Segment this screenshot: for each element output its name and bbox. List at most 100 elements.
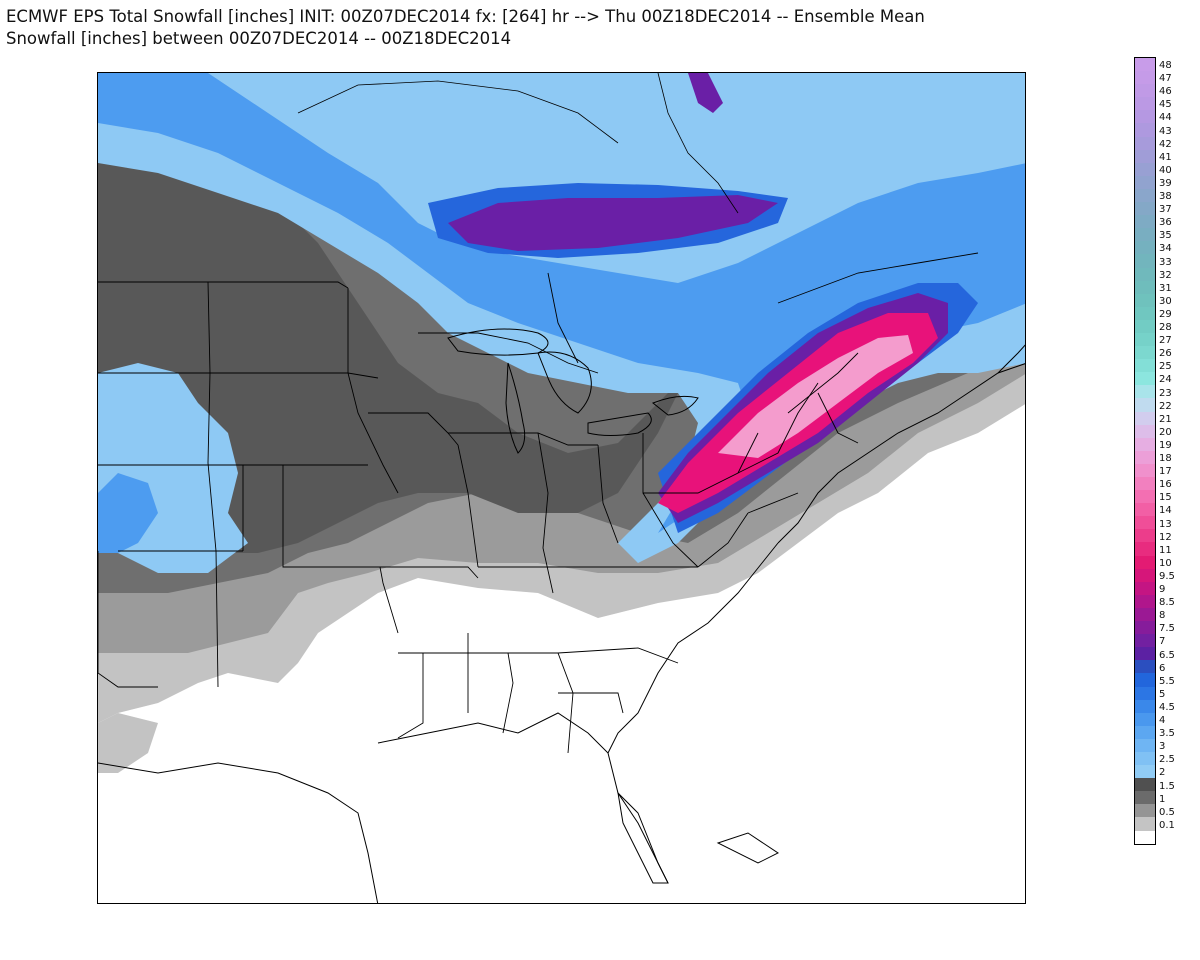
legend-label: 6 [1159, 662, 1166, 674]
legend-label: 7.5 [1159, 623, 1175, 635]
legend-swatch [1135, 293, 1155, 307]
legend-label: 44 [1159, 112, 1172, 124]
legend-swatch [1135, 791, 1155, 805]
legend-swatch [1135, 97, 1155, 111]
snow-zone-light-pink [718, 335, 913, 458]
snow-zone-purple-quebec [688, 73, 723, 113]
legend-label: 29 [1159, 308, 1172, 320]
legend-label: 20 [1159, 426, 1172, 438]
legend-label: 1.5 [1159, 780, 1175, 792]
legend-swatch [1135, 254, 1155, 268]
great-lakes [447, 328, 699, 454]
legend-swatch [1135, 568, 1155, 582]
legend-label: 39 [1159, 177, 1172, 189]
legend-label: 48 [1159, 60, 1172, 71]
legend-swatch [1135, 306, 1155, 320]
legend-swatch [1135, 725, 1155, 739]
legend-label: 46 [1159, 86, 1172, 98]
legend-swatch [1135, 673, 1155, 687]
legend-label: 9.5 [1159, 570, 1175, 582]
legend-swatch [1135, 175, 1155, 189]
legend-swatch [1135, 359, 1155, 373]
snowfall-map [97, 72, 1026, 904]
legend-label: 14 [1159, 505, 1172, 517]
legend-label: 31 [1159, 282, 1172, 294]
legend-label: 8.5 [1159, 597, 1175, 609]
legend-swatch [1135, 647, 1155, 661]
legend-label: 36 [1159, 217, 1172, 229]
legend-swatch [1135, 84, 1155, 98]
legend-swatch [1135, 738, 1155, 752]
legend-label: 0.1 [1159, 819, 1175, 831]
legend-swatch [1135, 699, 1155, 713]
legend-swatch [1135, 424, 1155, 438]
legend-label: 2.5 [1159, 754, 1175, 766]
legend-swatch [1135, 830, 1155, 844]
legend-label: 9 [1159, 584, 1166, 595]
legend-swatch [1135, 162, 1155, 176]
legend-swatch [1135, 529, 1155, 543]
color-legend [1134, 57, 1156, 845]
legend-swatch [1135, 346, 1155, 360]
legend-label: 3 [1159, 741, 1166, 753]
legend-swatch [1135, 634, 1155, 648]
legend-label: 27 [1159, 335, 1172, 347]
legend-label: 41 [1159, 151, 1172, 163]
legend-label: 10 [1159, 557, 1172, 569]
legend-label: 5.5 [1159, 675, 1175, 687]
legend-label: 24 [1159, 374, 1172, 386]
legend-label: 35 [1159, 230, 1172, 242]
legend-label: 30 [1159, 295, 1172, 307]
legend-swatch [1135, 607, 1155, 622]
legend-swatch [1135, 516, 1155, 530]
legend-label: 25 [1159, 361, 1172, 373]
legend-label: 15 [1159, 492, 1172, 504]
legend-swatch [1135, 202, 1155, 216]
legend-swatch [1135, 110, 1155, 124]
snow-zone-mid-blue-west [98, 473, 158, 553]
legend-swatch [1135, 463, 1155, 477]
coastlines [98, 344, 1025, 903]
legend-swatch [1135, 267, 1155, 281]
legend-swatch [1135, 241, 1155, 255]
legend-label: 5 [1159, 688, 1166, 700]
legend-label: 38 [1159, 191, 1172, 202]
legend-swatch [1135, 765, 1155, 779]
legend-swatch [1135, 555, 1155, 569]
legend-swatch [1135, 437, 1155, 451]
legend-label: 0.5 [1159, 806, 1175, 818]
legend-swatch [1135, 804, 1155, 818]
chart-title: ECMWF EPS Total Snowfall [inches] INIT: … [6, 6, 925, 50]
legend-swatch [1135, 188, 1155, 203]
map-svg [98, 73, 1025, 903]
legend-label: 26 [1159, 348, 1172, 360]
title-line-2: Snowfall [inches] between 00Z07DEC2014 -… [6, 29, 512, 48]
legend-label: 22 [1159, 400, 1172, 412]
legend-swatch [1135, 411, 1155, 425]
legend-label: 17 [1159, 466, 1172, 478]
legend-swatch [1135, 149, 1155, 163]
legend-swatches [1135, 58, 1155, 844]
title-line-1: ECMWF EPS Total Snowfall [inches] INIT: … [6, 7, 925, 26]
legend-swatch [1135, 817, 1155, 831]
legend-label: 11 [1159, 544, 1172, 556]
legend-swatch [1135, 660, 1155, 674]
legend-label: 40 [1159, 164, 1172, 176]
legend-label: 8 [1159, 610, 1166, 622]
legend-label: 13 [1159, 518, 1172, 530]
legend-label: 1 [1159, 793, 1166, 805]
legend-swatch [1135, 542, 1155, 556]
legend-swatch [1135, 280, 1155, 294]
legend-swatch [1135, 58, 1155, 72]
legend-label: 23 [1159, 387, 1172, 399]
legend-swatch [1135, 71, 1155, 85]
legend-swatch [1135, 621, 1155, 635]
legend-swatch [1135, 228, 1155, 242]
legend-swatch [1135, 123, 1155, 137]
legend-label: 37 [1159, 204, 1172, 216]
legend-label: 19 [1159, 439, 1172, 451]
legend-swatch [1135, 490, 1155, 504]
legend-swatch [1135, 372, 1155, 386]
legend-swatch [1135, 686, 1155, 700]
legend-label: 43 [1159, 125, 1172, 137]
